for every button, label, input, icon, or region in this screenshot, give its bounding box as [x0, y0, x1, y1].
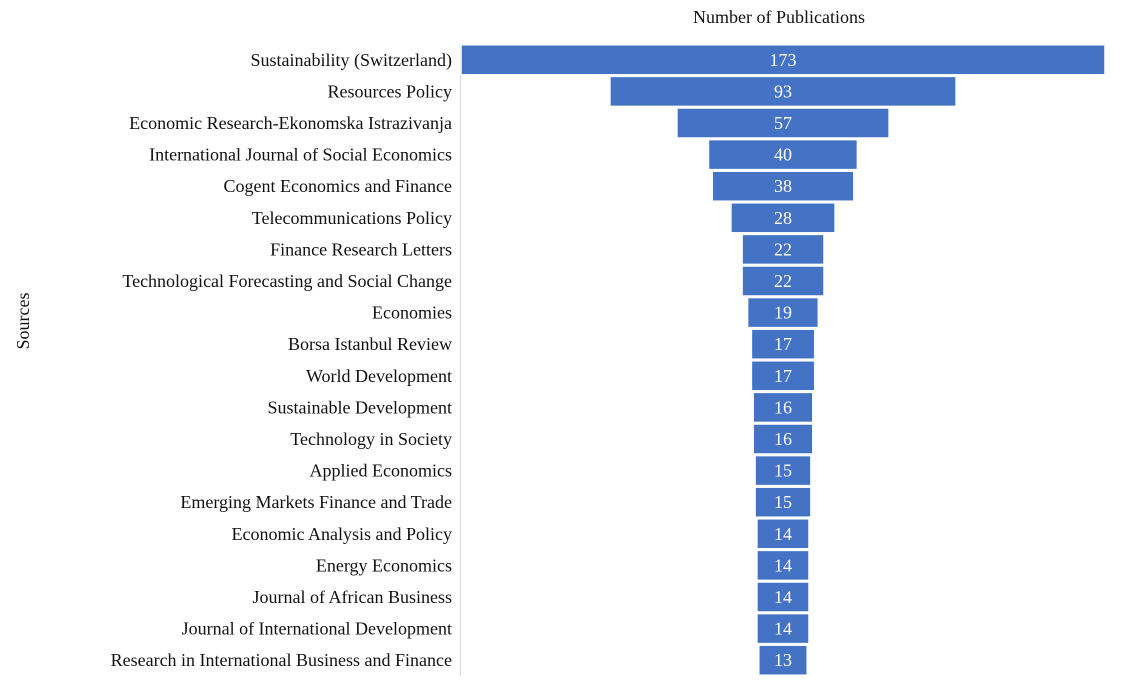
category-label: Journal of African Business: [253, 587, 452, 607]
bar-value-label: 14: [774, 619, 792, 639]
bar: [752, 423, 814, 455]
category-label: Telecommunications Policy: [252, 208, 452, 228]
bar: [756, 549, 810, 582]
bar: [756, 612, 810, 645]
category-label: World Development: [306, 366, 452, 386]
bar-value-label: 38: [774, 176, 792, 196]
y-axis-title: Sources: [13, 293, 33, 350]
bars-group: [460, 44, 1106, 676]
bar: [609, 75, 957, 108]
bar-value-label: 19: [774, 303, 792, 323]
bar-value-label: 173: [770, 50, 797, 70]
bar: [752, 391, 814, 424]
bar-value-label: 15: [774, 461, 792, 481]
bar: [676, 107, 890, 139]
category-label: International Journal of Social Economic…: [149, 145, 452, 165]
x-axis-title: Number of Publications: [693, 7, 865, 27]
bar-value-label: 16: [774, 397, 792, 417]
bar: [711, 170, 855, 202]
bar-value-label: 22: [774, 239, 792, 259]
value-labels-group: 173 93 57 40 38 28 22 22 19 17 17 16 16 15 15 14 14 14 14 1…: [770, 50, 797, 670]
category-label: Journal of International Development: [182, 619, 452, 639]
category-label: Emerging Markets Finance and Trade: [180, 492, 452, 512]
category-label: Sustainable Development: [268, 397, 452, 417]
bar-value-label: 14: [774, 555, 792, 575]
bar-value-label: 93: [774, 81, 792, 101]
category-label: Economic Research-Ekonomska Istrazivanja: [129, 113, 452, 133]
bar-value-label: 57: [774, 113, 792, 133]
category-label: Cogent Economics and Finance: [224, 176, 452, 196]
bar: [750, 328, 816, 360]
category-label: Economic Analysis and Policy: [232, 524, 452, 544]
category-label: Technology in Society: [290, 429, 452, 449]
bar-value-label: 17: [774, 366, 792, 386]
bar: [741, 265, 825, 297]
category-label: Research in International Business and F…: [111, 650, 452, 670]
bar-value-label: 40: [774, 145, 792, 165]
bar-value-label: 17: [774, 334, 792, 354]
bar-value-label: 15: [774, 492, 792, 512]
bar: [750, 360, 816, 392]
bar: [754, 454, 812, 487]
bar-value-label: 13: [774, 650, 792, 670]
category-label: Resources Policy: [328, 81, 452, 101]
bar: [730, 202, 836, 234]
bar: [746, 296, 820, 329]
category-label: Sustainability (Switzerland): [251, 50, 452, 71]
bar-value-label: 16: [774, 429, 792, 449]
category-label: Economies: [372, 303, 452, 323]
bar: [460, 44, 1106, 76]
bar: [741, 233, 825, 266]
bar-value-label: 14: [774, 587, 792, 607]
category-label: Finance Research Letters: [270, 239, 452, 259]
bar-value-label: 28: [774, 208, 792, 228]
bar-value-label: 14: [774, 524, 792, 544]
category-label: Technological Forecasting and Social Cha…: [122, 271, 452, 291]
bar-value-label: 22: [774, 271, 792, 291]
category-label: Borsa Istanbul Review: [288, 334, 452, 354]
category-label: Energy Economics: [316, 555, 452, 575]
category-label: Applied Economics: [310, 461, 452, 481]
bar: [756, 518, 810, 550]
bar: [756, 581, 810, 613]
category-labels-group: Sustainability (Switzerland) Resources Po…: [111, 50, 452, 670]
bar: [754, 486, 812, 518]
bar: [758, 644, 808, 676]
bar: [707, 138, 859, 171]
